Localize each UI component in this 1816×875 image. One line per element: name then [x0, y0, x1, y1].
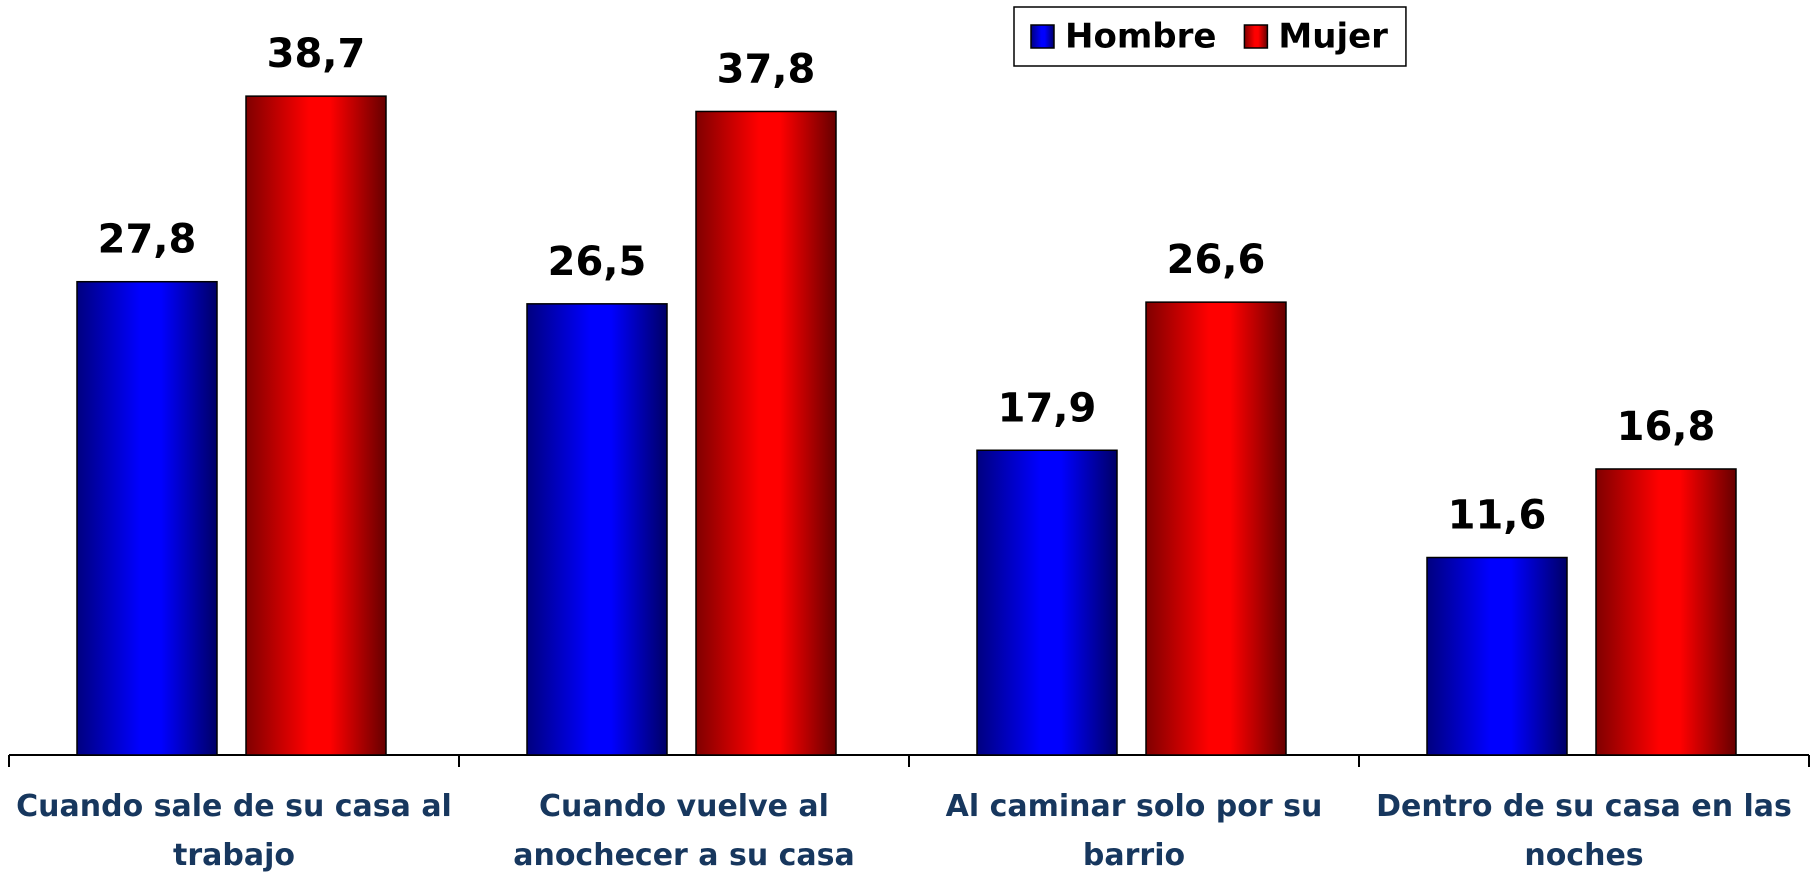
bar — [1145, 301, 1287, 756]
legend-swatch — [1030, 24, 1055, 49]
value-label: 26,5 — [548, 239, 647, 285]
value-label: 11,6 — [1448, 493, 1547, 539]
legend-swatch — [1243, 24, 1269, 49]
value-label: 26,6 — [1167, 237, 1266, 283]
legend-label: Mujer — [1278, 17, 1388, 57]
x-tick-label: Cuando vuelve al anochecer a su casa — [513, 789, 855, 873]
legend: Hombre Mujer — [1013, 6, 1407, 67]
x-tick-label: Cuando sale de su casa al trabajo — [16, 789, 452, 873]
bar — [695, 110, 837, 756]
value-label: 17,9 — [998, 385, 1097, 431]
legend-label: Hombre — [1065, 17, 1216, 57]
value-label: 27,8 — [98, 217, 197, 263]
bar — [976, 449, 1118, 756]
bar — [526, 303, 668, 756]
value-label: 16,8 — [1617, 404, 1716, 450]
x-tick-label: Dentro de su casa en las noches — [1376, 789, 1792, 873]
legend-box — [1013, 6, 1407, 67]
bar — [1595, 468, 1737, 756]
bar — [76, 280, 218, 756]
x-tick-label: Al caminar solo por su barrio — [945, 789, 1323, 873]
bar — [245, 95, 387, 756]
bar — [1426, 556, 1568, 756]
value-label: 37,8 — [717, 46, 816, 92]
value-label: 38,7 — [267, 31, 366, 77]
